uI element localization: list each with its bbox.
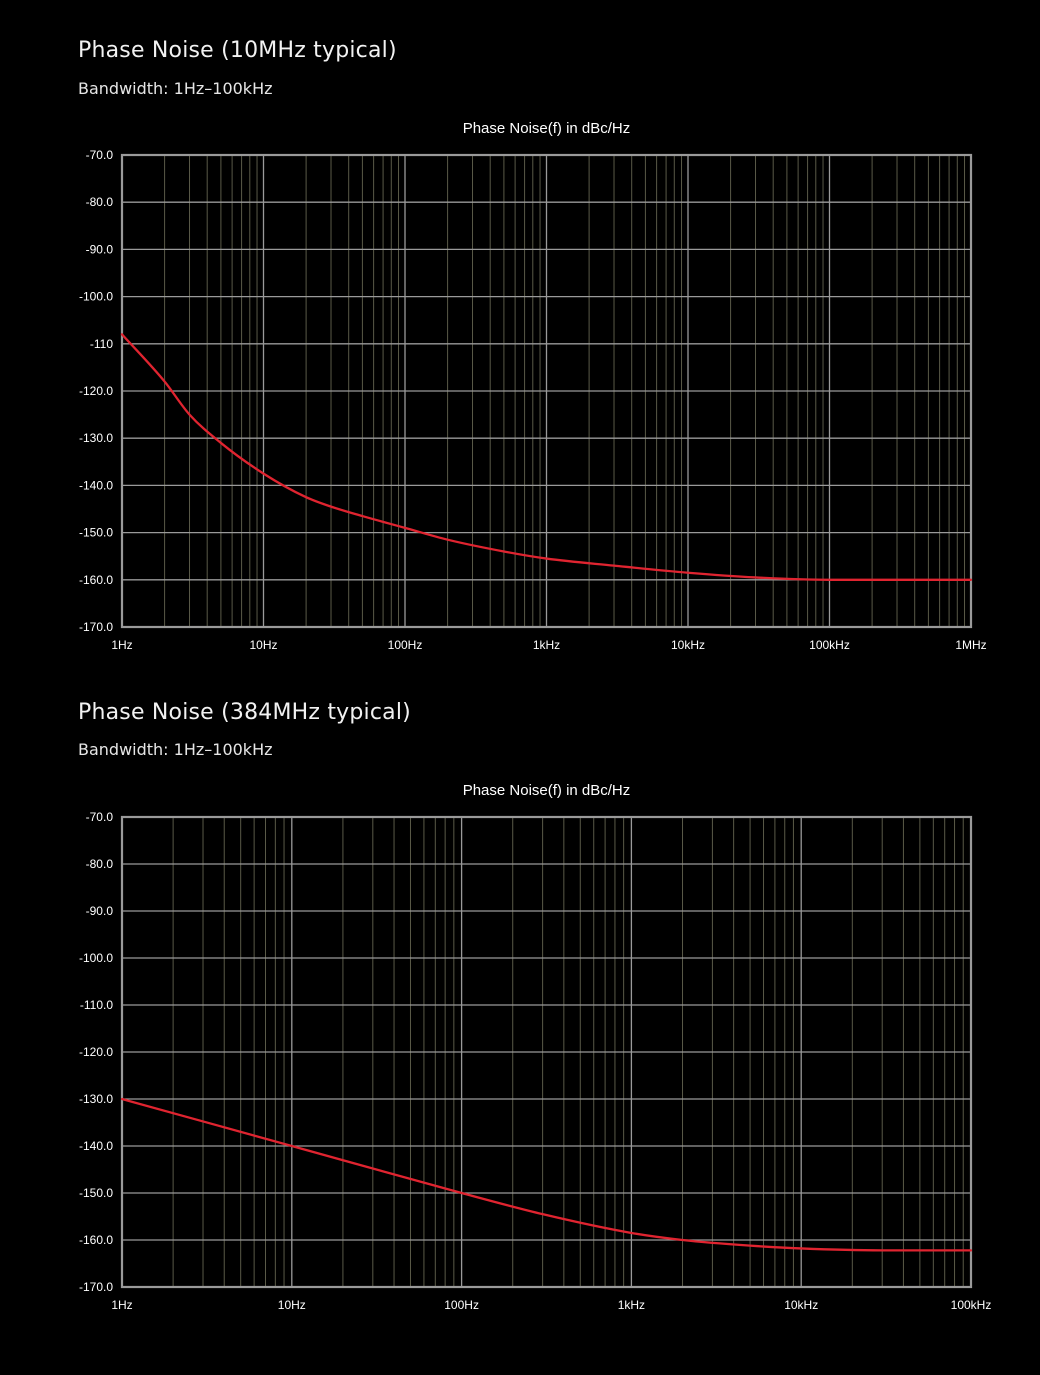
phase-noise-384mhz-chart: Phase Noise(f) in dBc/Hz -70.0 -80.0 -90.0 -… — [79, 782, 992, 1312]
chart-title: Phase Noise(f) in dBc/Hz — [463, 782, 631, 799]
y-tick-label: -110.0 — [80, 998, 113, 1012]
x-tick-label: 10kHz — [671, 638, 705, 652]
chart-title: Phase Noise(f) in dBc/Hz — [463, 120, 631, 137]
y-tick-label: -120.0 — [79, 384, 113, 398]
y-tick-label: -70.0 — [86, 810, 114, 824]
section-subheading: Bandwidth: 1Hz–100kHz — [78, 740, 273, 759]
phase-noise-10mhz-chart: Phase Noise(f) in dBc/Hz -70.0 -80.0 -90.0 -… — [79, 120, 987, 652]
section-heading: Phase Noise (10MHz typical) — [78, 38, 397, 63]
y-tick-label: -150.0 — [79, 1186, 113, 1200]
x-tick-label: 1Hz — [111, 1298, 132, 1312]
section-heading: Phase Noise (384MHz typical) — [78, 700, 411, 725]
y-tick-label: -140.0 — [79, 478, 113, 492]
x-tick-label: 10kHz — [784, 1298, 818, 1312]
x-tick-label: 10Hz — [249, 638, 277, 652]
x-tick-label: 100Hz — [444, 1298, 479, 1312]
y-tick-label: -80.0 — [86, 857, 114, 871]
y-tick-label: -110 — [90, 337, 113, 351]
y-tick-label: -160.0 — [79, 573, 113, 587]
phase-noise-384mhz-section: Phase Noise (384MHz typical) Bandwidth: … — [0, 662, 1040, 1362]
y-tick-label: -70.0 — [86, 148, 114, 162]
y-tick-label: -120.0 — [79, 1045, 113, 1059]
y-tick-label: -100.0 — [79, 290, 113, 304]
x-tick-label: 100kHz — [809, 638, 850, 652]
y-tick-label: -90.0 — [86, 904, 114, 918]
y-tick-label: -150.0 — [79, 526, 113, 540]
y-tick-label: -90.0 — [86, 242, 114, 256]
series-line — [120, 333, 973, 581]
section-subheading: Bandwidth: 1Hz–100kHz — [78, 79, 273, 98]
y-tick-label: -140.0 — [79, 1139, 113, 1153]
phase-noise-10mhz-section: Phase Noise (10MHz typical) Bandwidth: 1… — [0, 0, 1040, 680]
x-tick-label: 1MHz — [955, 638, 986, 652]
y-tick-label: -80.0 — [86, 195, 114, 209]
x-tick-label: 10Hz — [278, 1298, 306, 1312]
y-tick-label: -130.0 — [79, 1092, 113, 1106]
y-tick-label: -130.0 — [79, 431, 113, 445]
x-tick-label: 100Hz — [388, 638, 423, 652]
series-line — [120, 1097, 973, 1252]
plot-frame — [120, 815, 973, 1289]
y-tick-label: -160.0 — [79, 1233, 113, 1247]
x-tick-label: 100kHz — [951, 1298, 992, 1312]
y-tick-label: -170.0 — [79, 620, 113, 634]
x-tick-label: 1kHz — [533, 638, 560, 652]
y-tick-label: -170.0 — [79, 1280, 113, 1294]
x-tick-label: 1Hz — [111, 638, 132, 652]
plot-frame — [120, 153, 973, 629]
x-tick-label: 1kHz — [618, 1298, 645, 1312]
y-tick-label: -100.0 — [79, 951, 113, 965]
